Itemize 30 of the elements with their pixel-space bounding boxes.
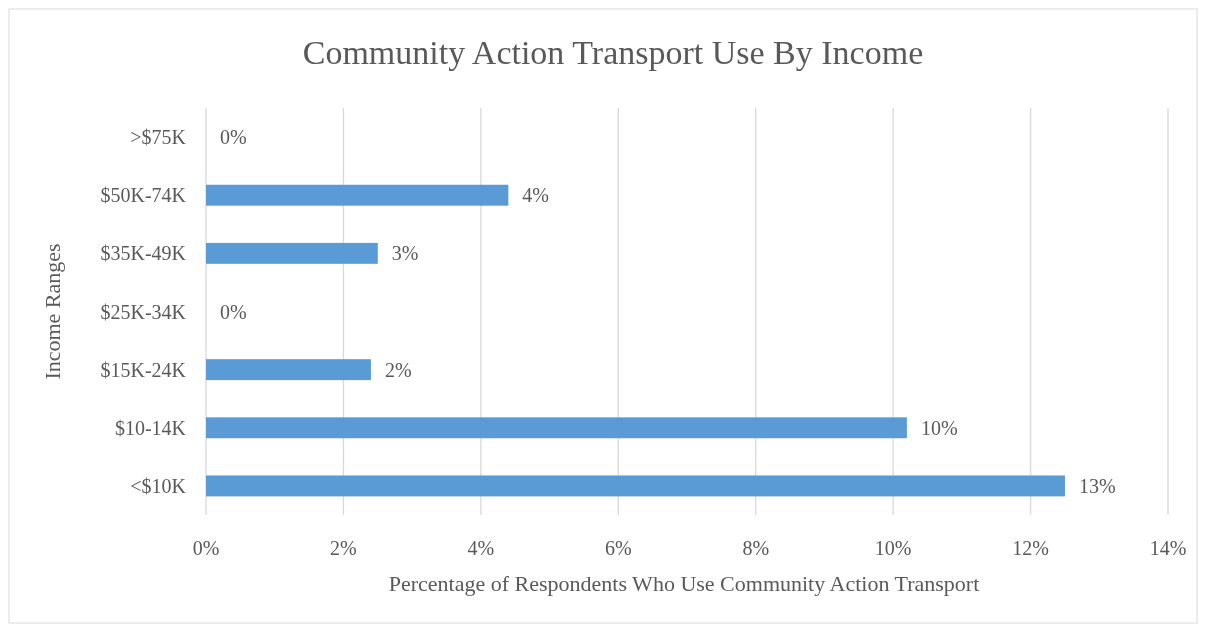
bar bbox=[206, 359, 371, 381]
bar bbox=[206, 184, 509, 206]
y-tick-label: $25K-34K bbox=[100, 300, 187, 323]
y-tick-label: >$75K bbox=[130, 126, 187, 149]
x-tick-label: 14% bbox=[1149, 537, 1187, 559]
data-label: 3% bbox=[391, 242, 419, 265]
data-label: 0% bbox=[220, 126, 247, 149]
y-tick-label: $50K-74K bbox=[100, 184, 187, 207]
y-tick-label: $15K-24K bbox=[100, 358, 187, 381]
x-tick-label: 12% bbox=[1012, 537, 1049, 559]
chart-title: Community Action Transport Use By Income bbox=[302, 34, 924, 71]
bar bbox=[206, 475, 1065, 497]
bar bbox=[206, 417, 907, 439]
data-label: 0% bbox=[220, 300, 247, 323]
x-tick-label: 10% bbox=[874, 537, 912, 559]
x-tick-label: 4% bbox=[467, 537, 495, 559]
y-tick-label: <$10K bbox=[130, 474, 187, 497]
x-tick-label: 2% bbox=[330, 537, 357, 559]
data-label: 10% bbox=[920, 416, 958, 439]
data-label: 4% bbox=[522, 184, 550, 207]
x-tick-label: 0% bbox=[192, 537, 220, 559]
y-tick-label: $35K-49K bbox=[100, 242, 187, 265]
data-label: 2% bbox=[384, 358, 412, 381]
bar bbox=[206, 242, 378, 264]
x-axis-title: Percentage of Respondents Who Use Community Action Transport bbox=[388, 571, 980, 596]
y-tick-label: $10-14K bbox=[114, 416, 187, 439]
x-tick-label: 8% bbox=[742, 537, 770, 559]
x-tick-label: 6% bbox=[604, 537, 632, 559]
data-label: 13% bbox=[1078, 474, 1116, 497]
y-axis-title: Income Ranges bbox=[40, 243, 65, 380]
